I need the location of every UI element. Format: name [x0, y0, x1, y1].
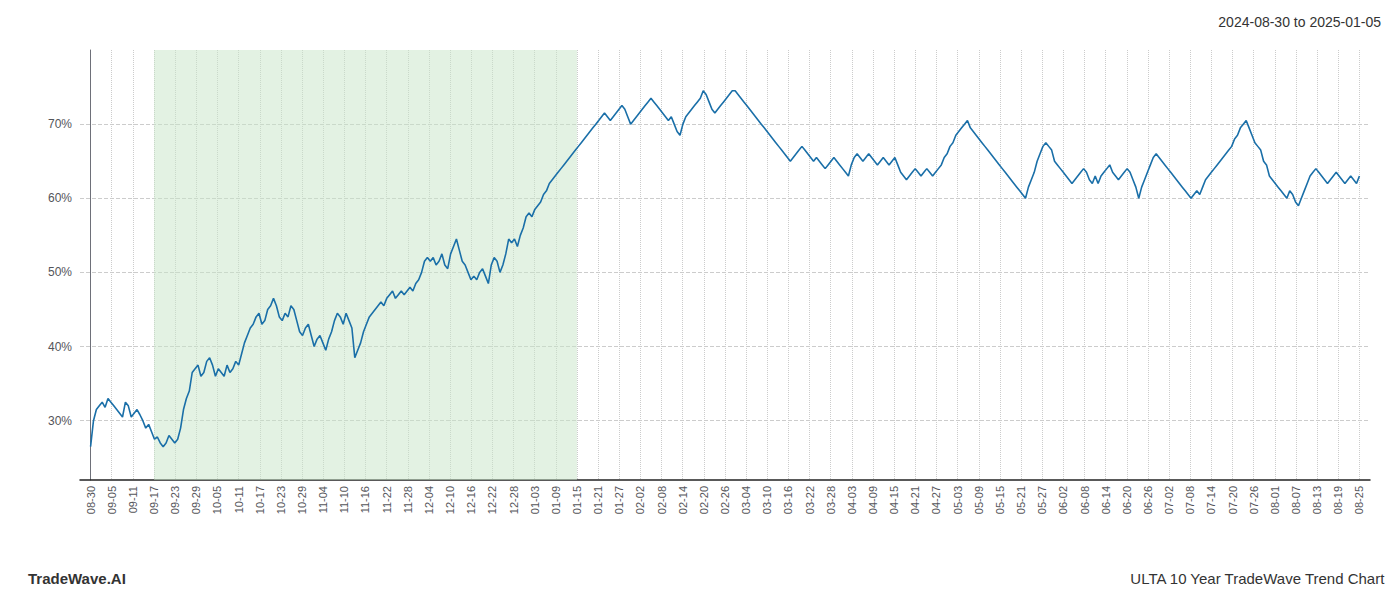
svg-text:07-08: 07-08: [1184, 486, 1196, 514]
svg-text:03-22: 03-22: [804, 486, 816, 514]
svg-text:50%: 50%: [48, 265, 72, 279]
svg-text:06-14: 06-14: [1100, 486, 1112, 514]
svg-text:08-13: 08-13: [1311, 486, 1323, 514]
svg-text:02-26: 02-26: [719, 486, 731, 514]
svg-text:05-15: 05-15: [994, 486, 1006, 514]
svg-text:11-04: 11-04: [317, 486, 329, 513]
svg-text:2024-08-30 to 2025-01-05: 2024-08-30 to 2025-01-05: [1218, 14, 1381, 30]
svg-text:02-02: 02-02: [634, 486, 646, 514]
svg-text:07-14: 07-14: [1205, 486, 1217, 514]
svg-text:08-01: 08-01: [1269, 486, 1281, 514]
svg-text:09-11: 09-11: [127, 486, 139, 513]
svg-text:06-26: 06-26: [1142, 486, 1154, 514]
svg-text:03-04: 03-04: [740, 486, 752, 514]
svg-text:07-20: 07-20: [1227, 486, 1239, 514]
svg-text:TradeWave.AI: TradeWave.AI: [28, 570, 126, 587]
svg-text:04-09: 04-09: [867, 486, 879, 514]
svg-text:30%: 30%: [48, 414, 72, 428]
svg-text:08-25: 08-25: [1353, 486, 1365, 514]
svg-text:01-21: 01-21: [592, 486, 604, 514]
svg-text:04-15: 04-15: [888, 486, 900, 514]
svg-text:12-16: 12-16: [465, 486, 477, 514]
svg-text:12-22: 12-22: [486, 486, 498, 514]
svg-text:04-03: 04-03: [846, 486, 858, 514]
svg-text:02-20: 02-20: [698, 486, 710, 514]
svg-text:70%: 70%: [48, 117, 72, 131]
svg-text:11-16: 11-16: [359, 486, 371, 513]
svg-text:09-17: 09-17: [148, 486, 160, 514]
svg-text:05-27: 05-27: [1036, 486, 1048, 514]
svg-text:06-02: 06-02: [1057, 486, 1069, 514]
svg-text:11-22: 11-22: [381, 486, 393, 513]
svg-text:06-08: 06-08: [1079, 486, 1091, 514]
svg-text:05-09: 05-09: [973, 486, 985, 514]
svg-text:08-30: 08-30: [85, 486, 97, 514]
svg-text:01-15: 01-15: [571, 486, 583, 514]
svg-text:10-23: 10-23: [275, 486, 287, 514]
svg-text:10-17: 10-17: [254, 486, 266, 514]
svg-text:02-14: 02-14: [677, 486, 689, 514]
svg-text:06-20: 06-20: [1121, 486, 1133, 514]
svg-text:03-28: 03-28: [825, 486, 837, 514]
svg-text:08-19: 08-19: [1332, 486, 1344, 514]
svg-text:11-28: 11-28: [402, 486, 414, 513]
svg-text:05-21: 05-21: [1015, 486, 1027, 514]
svg-text:ULTA 10 Year TradeWave Trend C: ULTA 10 Year TradeWave Trend Chart: [1130, 570, 1385, 587]
svg-text:11-10: 11-10: [338, 486, 350, 513]
svg-text:60%: 60%: [48, 191, 72, 205]
svg-text:01-09: 01-09: [550, 486, 562, 514]
svg-text:04-21: 04-21: [909, 486, 921, 514]
svg-text:03-10: 03-10: [761, 486, 773, 514]
svg-text:07-26: 07-26: [1248, 486, 1260, 514]
svg-text:09-23: 09-23: [169, 486, 181, 514]
svg-text:01-27: 01-27: [613, 486, 625, 514]
svg-text:03-16: 03-16: [782, 486, 794, 514]
svg-text:10-05: 10-05: [211, 486, 223, 514]
svg-text:40%: 40%: [48, 340, 72, 354]
svg-text:09-29: 09-29: [190, 486, 202, 514]
svg-text:04-27: 04-27: [930, 486, 942, 514]
svg-text:12-28: 12-28: [508, 486, 520, 514]
svg-text:05-03: 05-03: [952, 486, 964, 514]
svg-text:09-05: 09-05: [106, 486, 118, 514]
svg-text:12-04: 12-04: [423, 486, 435, 514]
svg-text:02-08: 02-08: [656, 486, 668, 514]
svg-text:10-29: 10-29: [296, 486, 308, 514]
svg-text:08-07: 08-07: [1290, 486, 1302, 514]
svg-text:01-03: 01-03: [529, 486, 541, 514]
svg-text:07-02: 07-02: [1163, 486, 1175, 514]
svg-text:12-10: 12-10: [444, 486, 456, 514]
svg-text:10-11: 10-11: [233, 486, 245, 513]
